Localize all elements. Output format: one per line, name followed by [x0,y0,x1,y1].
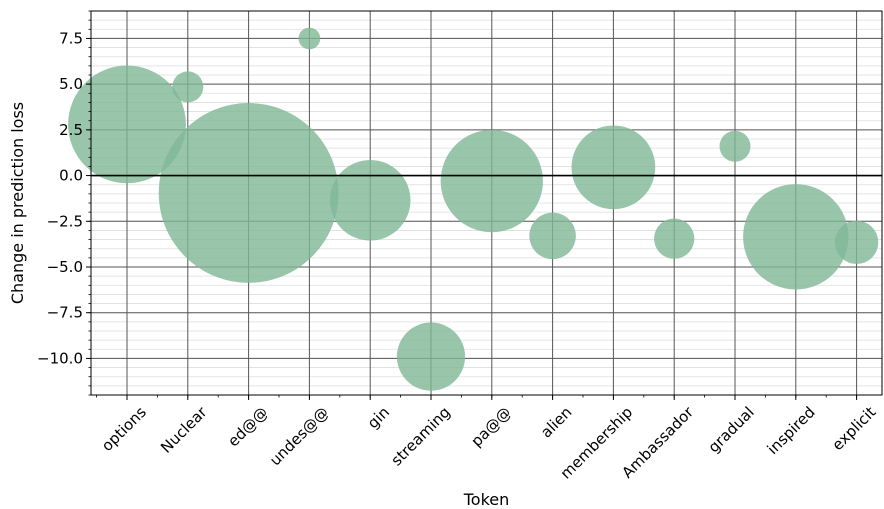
x-tick-label: streaming [388,403,454,469]
x-tick-label: options [98,403,150,455]
x-tick-label: pa@@ [467,403,514,450]
y-tick-label: −10.0 [37,349,83,367]
x-tick-label: Nuclear [157,403,211,457]
y-axis-label: Change in prediction loss [8,102,27,304]
y-tick-label: 2.5 [59,121,83,139]
bubble-ed@@ [158,103,339,283]
bubble-Nuclear [172,71,204,103]
bubble-gradual [719,130,751,162]
x-tick-label: explicit [829,403,880,454]
x-tick-label: alien [537,403,575,441]
x-tick-label: gradual [705,403,758,456]
x-tick-label: undes@@ [266,403,332,469]
bubbles [68,27,879,391]
bubble-streaming [396,322,466,391]
bubble-Ambassador [654,218,695,259]
y-tick-label: 0.0 [59,167,83,185]
x-tick-label: gin [364,403,393,432]
bubble-membership [571,125,656,210]
bubble-undes@@ [298,27,321,50]
y-axis-ticks: 7.5 5.0 2.5 0.0 −2.5 −5.0 −7.5 −10.0 [37,10,91,396]
bubble-options [68,65,186,184]
y-tick-label: −7.5 [47,304,83,322]
y-tick-label: 7.5 [59,29,83,47]
bubble-explicit [834,220,879,265]
y-tick-label: −2.5 [47,212,83,230]
bubble-pa@@ [440,129,543,233]
bubble-inspired [743,184,849,290]
bubble-alien [529,212,576,260]
y-tick-label: −5.0 [47,258,83,276]
x-axis-label: Token [463,490,510,509]
x-tick-label: ed@@ [224,403,271,450]
x-tick-label: inspired [764,403,819,458]
bubble-gin [329,159,411,241]
y-tick-label: 5.0 [59,75,83,93]
